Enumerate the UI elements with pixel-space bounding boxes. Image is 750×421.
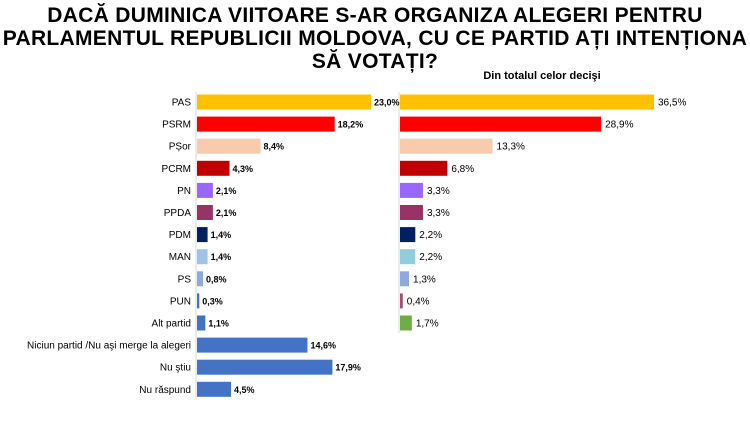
category-label: PAS [172, 98, 192, 109]
right-chart-bars: 36,5%28,9%13,3%6,8%3,3%3,3%2,2%2,2%1,3%0… [400, 94, 686, 331]
bar [400, 227, 416, 243]
bar [400, 116, 602, 132]
data-label: 6,8% [451, 164, 474, 175]
data-label: 28,9% [605, 120, 633, 131]
data-label: 0,4% [407, 296, 430, 307]
bar [197, 315, 206, 331]
category-label: Nu răspund [139, 385, 191, 396]
category-label: PUN [170, 296, 191, 307]
data-label: 23,0% [374, 98, 400, 108]
data-label: 1,4% [211, 230, 232, 240]
bar [197, 116, 335, 132]
data-label: 1,7% [416, 319, 439, 330]
category-label: PN [177, 186, 191, 197]
bar [400, 94, 654, 110]
data-label: 17,9% [335, 363, 361, 373]
data-label: 2,2% [419, 230, 442, 241]
category-label: Nu ştiu [160, 363, 191, 374]
category-label: MAN [169, 252, 191, 263]
data-label: 2,1% [216, 186, 237, 196]
bar [197, 205, 213, 220]
bar [197, 271, 204, 287]
bar [197, 227, 208, 243]
bar [197, 249, 208, 265]
category-label: Alt partid [152, 319, 191, 330]
data-label: 4,5% [234, 385, 255, 395]
bar [197, 94, 371, 110]
bar [197, 381, 232, 397]
data-label: 2,1% [216, 208, 237, 218]
data-label: 3,3% [427, 186, 450, 197]
data-label: 0,8% [206, 274, 227, 284]
category-label: PCRM [162, 164, 191, 175]
data-label: 8,4% [264, 142, 285, 152]
data-label: 13,3% [497, 142, 525, 153]
bar [400, 160, 448, 176]
data-label: 1,4% [211, 252, 232, 262]
bar [197, 359, 333, 375]
category-label: PSRM [162, 120, 191, 131]
page-title: DACĂ DUMINICA VIITOARE S-AR ORGANIZA ALE… [2, 4, 748, 73]
category-label: PS [178, 274, 192, 285]
data-label: 14,6% [310, 341, 336, 351]
category-label: PȘor [169, 142, 192, 153]
bar [400, 182, 423, 198]
data-label: 36,5% [658, 98, 686, 109]
bar [400, 138, 493, 154]
bar [400, 205, 423, 220]
data-label: 0,3% [202, 296, 223, 306]
left-chart-bars: PAS 23,0% PSRM 18,2% PȘor 8,4% PCRM 4,3% PN 2,1% P… [27, 94, 400, 397]
data-label: 3,3% [427, 208, 450, 219]
category-label: Niciun partid /Nu aşi merge la alegeri [27, 341, 191, 352]
right-chart-title: Din totalul celor decişi [483, 70, 600, 82]
category-label: PPDA [164, 208, 192, 219]
data-label: 4,3% [233, 164, 254, 174]
data-label: 18,2% [338, 120, 364, 130]
bar [197, 182, 213, 198]
category-label: PDM [169, 230, 191, 241]
bar [400, 293, 403, 309]
bar [197, 293, 200, 309]
bar [400, 249, 416, 265]
data-label: 2,2% [419, 252, 442, 263]
bar [197, 138, 261, 154]
bar [400, 271, 410, 287]
bar [197, 160, 230, 176]
bar [197, 337, 308, 353]
data-label: 1,3% [413, 274, 436, 285]
data-label: 1,1% [208, 319, 229, 329]
bar [400, 315, 412, 331]
